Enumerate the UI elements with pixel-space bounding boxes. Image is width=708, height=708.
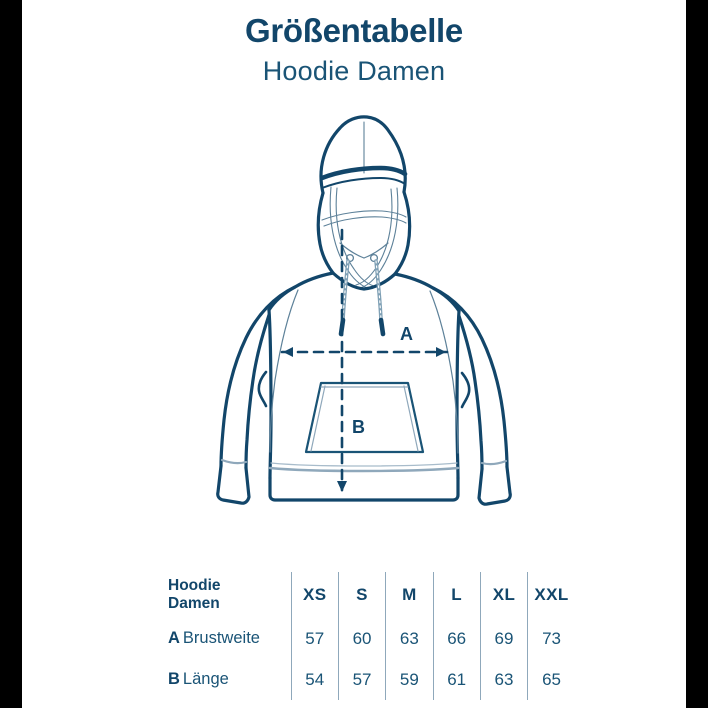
corner-line-2: Damen	[168, 595, 220, 612]
size-header-l: L	[432, 572, 481, 618]
size-table: Hoodie Damen XS S M L XL XXL A Brus	[150, 572, 575, 700]
hood-outer-icon	[316, 115, 412, 276]
cell-brustweite-m: 63	[385, 618, 433, 659]
hoodie-illustration: A B	[22, 100, 686, 540]
cell-laenge-m: 59	[385, 659, 433, 700]
measure-b-arrow	[337, 228, 347, 492]
cell-brustweite-s: 60	[337, 618, 386, 659]
hood-band-icon	[319, 165, 408, 189]
cell-laenge-l: 61	[432, 659, 481, 700]
sleeve-left-icon	[216, 285, 299, 505]
measure-b-label: B	[352, 417, 365, 437]
cell-brustweite-xxl: 73	[527, 618, 575, 659]
size-header-s: S	[337, 572, 386, 618]
cell-laenge-xxl: 65	[527, 659, 575, 700]
row-label-laenge: B Länge	[150, 659, 291, 700]
cell-brustweite-l: 66	[432, 618, 481, 659]
kangaroo-pocket-icon	[304, 381, 425, 454]
sleeve-right-icon	[429, 286, 512, 506]
cell-laenge-xs: 54	[290, 659, 339, 700]
corner-line-1: Hoodie	[168, 577, 221, 594]
row-name-brustweite: Brustweite	[182, 629, 260, 647]
title-block: Größentabelle Hoodie Damen	[22, 10, 686, 90]
content-panel: Größentabelle Hoodie Damen	[22, 0, 686, 708]
cell-laenge-xl: 63	[479, 659, 528, 700]
table-row: A Brustweite 57 60 63 66 69 73	[150, 618, 575, 659]
size-header-xl: XL	[479, 572, 528, 618]
size-header-xs: XS	[290, 572, 339, 618]
row-name-laenge: Länge	[182, 670, 229, 688]
measure-a-label: A	[400, 324, 413, 344]
page-subtitle: Hoodie Damen	[262, 56, 446, 86]
cell-brustweite-xl: 69	[479, 618, 528, 659]
row-key-a: A	[168, 629, 180, 647]
table-header-row: Hoodie Damen XS S M L XL XXL	[150, 572, 575, 618]
row-key-b: B	[168, 670, 180, 688]
hood-inner-lines-icon	[329, 186, 399, 290]
cell-laenge-s: 57	[337, 659, 386, 700]
table-corner-label: Hoodie Damen	[150, 572, 291, 618]
table-row: B Länge 54 57 59 61 63 65	[150, 659, 575, 700]
measure-a-arrow	[280, 347, 449, 357]
row-label-brustweite: A Brustweite	[150, 618, 291, 659]
size-header-m: M	[385, 572, 433, 618]
cell-brustweite-xs: 57	[290, 618, 339, 659]
page-title: Größentabelle	[245, 12, 463, 49]
size-header-xxl: XXL	[527, 572, 575, 618]
